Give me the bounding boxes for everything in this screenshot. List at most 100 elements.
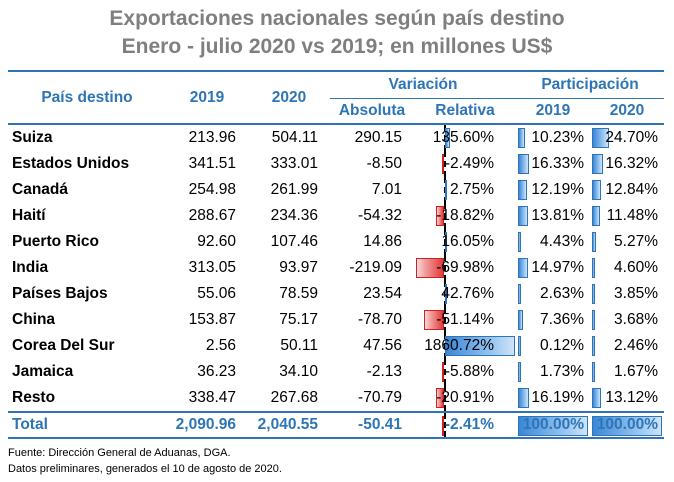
table-row: Estados Unidos 341.51 333.01 -8.50 -2.49% 16.… [8,151,664,177]
share-data-bar [592,284,595,304]
share-data-bar [518,284,521,304]
share-value: 4.60% [614,259,658,276]
share-2019: 100.00% [516,411,590,439]
country-name: Puerto Rico [12,233,99,250]
share-2020: 2.46% [590,333,664,359]
variation-relative: -18.82% [414,203,516,229]
relative-value: -2.41% [444,416,494,433]
share-data-bar [592,232,596,252]
header-2020: 2020 [248,71,330,125]
zero-axis-line [444,255,446,281]
header-share: Participación [516,71,664,99]
share-2019: 4.43% [516,229,590,255]
variation-relative: -5.88% [414,359,516,385]
share-value: 12.84% [605,181,658,198]
share-2019: 10.23% [516,124,590,151]
value-2019: 2.56 [205,337,236,354]
country-name: India [12,259,49,276]
value-2020: 333.01 [270,155,318,172]
share-2019: 14.97% [516,255,590,281]
share-data-bar [518,310,524,330]
share-value: 24.70% [605,129,658,146]
variation-absolute: 47.56 [363,337,402,354]
relative-data-bar [445,284,447,304]
value-2020: 504.11 [271,129,318,146]
table-row: Puerto Rico 92.60 107.46 14.86 16.05% 4.43% 5.… [8,229,664,255]
table-row: Países Bajos 55.06 78.59 23.54 42.76% 2.63% 3.… [8,281,664,307]
footnote-source: Fuente: Dirección General de Aduanas, DG… [8,447,231,459]
relative-value: -20.91% [436,389,494,406]
share-value: 3.68% [614,311,658,328]
header-2019: 2019 [166,71,248,125]
share-value: 100.00% [596,416,658,433]
value-2019: 213.96 [188,129,236,146]
header-share-2019: 2019 [516,98,590,125]
header-share-2020: 2020 [590,98,664,125]
share-2020: 3.85% [590,281,664,307]
share-value: 10.23% [531,129,584,146]
value-2020: 78.59 [279,285,318,302]
share-2019: 7.36% [516,307,590,333]
variation-relative: -2.41% [414,411,516,439]
country-name: Total [8,411,166,439]
share-2019: 13.81% [516,203,590,229]
variation-absolute: 290.15 [354,129,402,146]
relative-data-bar [441,362,444,382]
table-row: Canadá 254.98 261.99 7.01 2.75% 12.19% 12.84% [8,177,664,203]
country-name: Canadá [12,181,68,198]
share-data-bar [592,388,602,408]
variation-relative: 1860.72% [414,333,516,359]
share-data-bar [592,310,595,330]
relative-data-bar [416,258,444,278]
share-2020: 4.60% [590,255,664,281]
variation-relative: 135.60% [414,124,516,151]
share-value: 16.32% [605,155,658,172]
relative-data-bar [436,206,444,226]
share-data-bar [518,362,521,382]
variation-absolute: -8.50 [366,155,402,172]
zero-axis-line [444,359,446,385]
share-2020: 100.00% [590,411,664,439]
value-2020: 107.46 [270,233,318,250]
value-2020: 267.68 [270,389,318,406]
table-row: China 153.87 75.17 -78.70 -51.14% 7.36% 3.68% [8,307,664,333]
share-data-bar [592,416,662,436]
share-value: 13.12% [605,389,658,406]
relative-value: -69.98% [436,259,494,276]
share-data-bar [518,128,526,148]
variation-relative: 42.76% [414,281,516,307]
variation-absolute: -78.70 [358,311,402,328]
share-2019: 16.19% [516,385,590,412]
variation-absolute: -50.41 [330,411,414,439]
title-line-2: Enero - julio 2020 vs 2019; en millones … [121,35,553,58]
value-2019: 338.47 [188,389,236,406]
share-data-bar [592,336,595,356]
share-value: 13.81% [531,207,584,224]
relative-data-bar [445,232,447,252]
relative-value: -18.82% [436,207,494,224]
relative-data-bar [442,416,444,436]
header-relative: Relativa [414,98,516,125]
share-data-bar [592,362,595,382]
share-value: 5.27% [614,233,658,250]
variation-absolute: -219.09 [349,259,402,276]
share-value: 3.85% [614,285,658,302]
share-2020: 13.12% [590,385,664,412]
variation-absolute: -2.13 [366,363,402,380]
share-2020: 5.27% [590,229,664,255]
share-value: 14.97% [531,259,584,276]
header-variation: Variación [330,71,516,99]
share-value: 2.46% [614,337,658,354]
share-data-bar [518,206,528,226]
share-value: 2.63% [540,285,584,302]
value-2019: 2,090.96 [166,411,248,439]
relative-value: -51.14% [436,311,494,328]
share-value: 11.48% [606,207,658,224]
relative-value: -2.49% [444,155,494,172]
share-2019: 2.63% [516,281,590,307]
country-name: Corea Del Sur [12,337,115,354]
value-2019: 92.60 [197,233,236,250]
share-data-bar [518,180,527,200]
header-absolute: Absoluta [330,98,414,125]
value-2019: 55.06 [197,285,236,302]
